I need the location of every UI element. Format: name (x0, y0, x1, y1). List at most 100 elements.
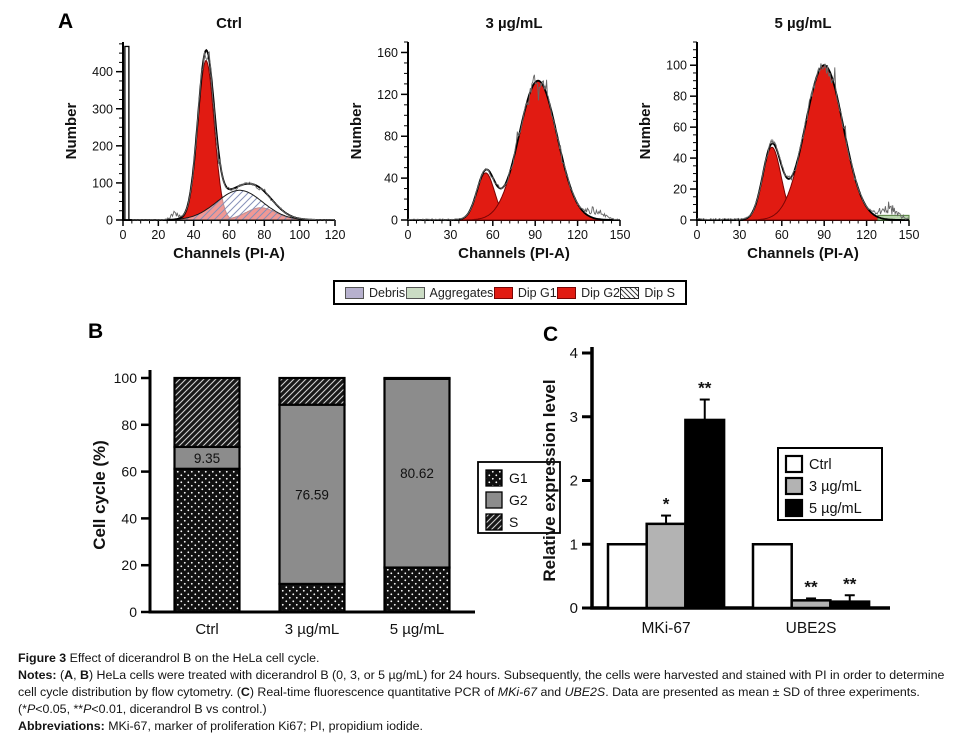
legend-label: G2 (509, 492, 528, 508)
segment-value-label: 76.59 (295, 487, 329, 502)
svg-text:120: 120 (856, 228, 877, 242)
caption-line: Abbreviations: MKi-67, marker of prolife… (18, 718, 423, 733)
y-axis-label: Number (348, 103, 365, 160)
svg-text:90: 90 (817, 228, 831, 242)
category-label: Ctrl (195, 621, 218, 638)
svg-text:80: 80 (384, 130, 398, 144)
svg-text:120: 120 (377, 88, 398, 102)
flow-plot-ctrl: Ctrl Number Channels (PI-A) 0 20 40 60 80 100 120… (43, 6, 358, 277)
svg-text:4: 4 (570, 345, 578, 362)
bar-5µg/mL-g1 (383, 566, 451, 614)
flow-chart-svg: Ctrl Number Channels (PI-A) 0 20 40 60 80 100 120… (63, 15, 345, 262)
svg-text:90: 90 (528, 228, 542, 242)
group-label: MKi-67 (641, 620, 690, 637)
g1-swatch-icon (485, 469, 503, 487)
svg-text:40: 40 (187, 228, 201, 242)
panel-a-label: A (58, 10, 74, 33)
legend-label: S (509, 514, 518, 530)
bar-5µg/mL-s (383, 376, 451, 380)
svg-text:0: 0 (405, 228, 412, 242)
flow-legend: Debris Aggregates Dip G1 Dip G2 Dip S (333, 280, 687, 305)
x-axis-label: Channels (PI-A) (458, 245, 570, 262)
svg-text:100: 100 (289, 228, 310, 242)
category-label: 5 µg/mL (390, 621, 445, 638)
flow-chart-svg: 3 µg/mL Number Channels (PI-A) 0 30 60 90 120 15… (348, 15, 631, 262)
Ctrl-swatch-icon (784, 454, 804, 474)
flow-chart-svg: 5 µg/mL Number Channels (PI-A) 0 30 60 90 120 15… (637, 15, 920, 262)
svg-text:20: 20 (151, 228, 165, 242)
raw-data-trace (407, 74, 621, 221)
y-axis-label: Relative expression level (540, 379, 559, 581)
significance-marker: ** (804, 577, 818, 596)
figure-caption: Figure 3 Effect of dicerandrol B on the … (18, 650, 956, 735)
svg-text:3: 3 (570, 409, 578, 426)
svg-text:20: 20 (121, 557, 137, 573)
plot-title: Ctrl (216, 15, 242, 32)
svg-text:60: 60 (673, 121, 687, 135)
plot-title: 5 µg/mL (775, 15, 832, 32)
svg-text:60: 60 (222, 228, 236, 242)
svg-text:40: 40 (673, 152, 687, 166)
expression-grouped-bar-chart: Relative expression level 0 1 2 3 4 * ** MKi-67 *… (540, 325, 970, 650)
svg-text:30: 30 (732, 228, 746, 242)
svg-text:0: 0 (694, 228, 701, 242)
significance-marker: * (663, 495, 670, 514)
plot-title: 3 µg/mL (486, 15, 543, 32)
legend-item-dip-g1: Dip G1 (493, 285, 557, 300)
svg-text:150: 150 (899, 228, 920, 242)
bar-5µg/mL-g2 (383, 377, 451, 569)
category-label: 3 µg/mL (285, 621, 340, 638)
legend-label: G1 (509, 470, 528, 486)
bar-mki-67-3µg/mL (645, 522, 687, 610)
svg-text:150: 150 (610, 228, 631, 242)
bar-ube2s-3µg/mL (790, 599, 832, 610)
bar-mki-67-Ctrl (606, 543, 648, 610)
cell-cycle-stacked-bar-chart: Cell cycle (%) 0 20 40 60 80 100 9.35 Ctrl 76.59 3… (85, 330, 565, 650)
bar-3µg/mL-g1 (278, 582, 346, 614)
component-dip-s (123, 189, 335, 221)
bar-ube2s-Ctrl (751, 543, 793, 610)
svg-text:80: 80 (257, 228, 271, 242)
svg-text:60: 60 (486, 228, 500, 242)
component-dip-g2 (408, 80, 620, 221)
legend-label: Ctrl (809, 457, 832, 473)
svg-text:0: 0 (120, 228, 127, 242)
svg-text:0: 0 (129, 604, 137, 620)
significance-marker: ** (698, 379, 712, 398)
bar-3µg/mL-s (278, 376, 346, 406)
y-axis-label: Cell cycle (%) (90, 440, 109, 550)
svg-text:0: 0 (391, 214, 398, 228)
y-axis-label: Number (63, 103, 80, 160)
legend-item-debris: Debris (345, 286, 405, 300)
svg-text:400: 400 (92, 65, 113, 79)
significance-marker: ** (843, 574, 857, 593)
svg-text:100: 100 (92, 176, 113, 190)
segment-value-label: 9.35 (194, 451, 220, 466)
legend-label: Debris (369, 285, 406, 300)
svg-text:80: 80 (121, 417, 137, 433)
caption-line: Notes: (A, B) HeLa cells were treated wi… (18, 667, 945, 682)
svg-text:60: 60 (121, 464, 137, 480)
svg-text:60: 60 (775, 228, 789, 242)
dip-g1-swatch-icon (493, 286, 513, 299)
dip-g2-swatch-icon (557, 286, 577, 299)
bar-Ctrl-g1 (173, 467, 241, 614)
dip-s-swatch-icon (620, 286, 640, 299)
segment-value-label: 80.62 (400, 466, 434, 481)
aggregates-swatch-icon (405, 286, 425, 299)
legend-label: Dip G1 (517, 285, 557, 300)
x-axis-label: Channels (PI-A) (747, 245, 859, 262)
bar-Ctrl-s (173, 376, 241, 449)
legend-label: Aggregates (429, 285, 494, 300)
x-axis-label: Channels (PI-A) (173, 245, 285, 262)
caption-line: (*P<0.05, **P<0.01, dicerandrol B vs con… (18, 701, 267, 716)
group-label: UBE2S (786, 620, 837, 637)
svg-text:200: 200 (92, 139, 113, 153)
svg-text:20: 20 (673, 183, 687, 197)
svg-text:40: 40 (384, 172, 398, 186)
legend-item-dip-s: Dip S (620, 286, 675, 300)
s-swatch-icon (485, 513, 503, 531)
debris-swatch-icon (345, 286, 364, 299)
svg-text:0: 0 (106, 214, 113, 228)
